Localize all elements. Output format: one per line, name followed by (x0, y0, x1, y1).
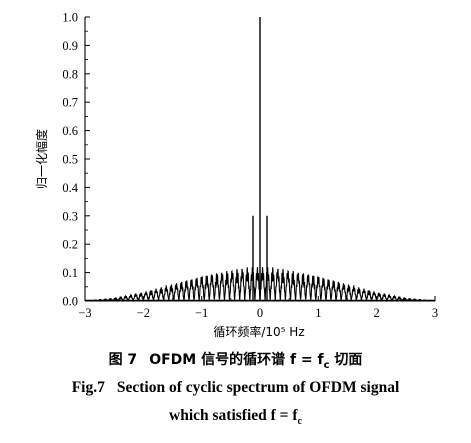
y-tick-label: 0.4 (62, 181, 78, 195)
y-tick-label: 0.6 (62, 124, 78, 138)
y-tick-label: 0.0 (62, 295, 78, 309)
caption-en-text: Section of cyclic spectrum of OFDM signa… (116, 379, 400, 396)
figure-caption-english-line2: which satisfied f = fc (0, 407, 471, 427)
caption-cn-subscript: c (323, 359, 330, 371)
x-tick-label: −2 (137, 306, 150, 320)
y-tick-label: 0.2 (62, 238, 78, 252)
y-tick-label: 0.9 (62, 39, 78, 53)
caption-en-number: Fig.7 (71, 379, 105, 396)
x-axis-label: 循环频率/10⁵ Hz (213, 324, 304, 339)
caption-cn-number: 图 7 (108, 352, 138, 368)
x-tick-label: 0 (257, 306, 263, 320)
y-tick-label: 0.8 (62, 67, 78, 81)
axes (84, 16, 436, 302)
tick-labels: 0.0 0.1 0.2 0.3 0.4 0.5 0.6 0.7 0.8 0.9 1.0 −3 −2 −1 0… (62, 11, 438, 321)
x-tick-label: 3 (432, 306, 438, 320)
y-tick-label: 0.7 (62, 96, 78, 110)
caption-en-subscript: c (297, 416, 302, 428)
figure-caption-chinese: 图 7 OFDM 信号的循环谱 f = fc 切面 (0, 349, 471, 371)
x-tick-label: −3 (78, 306, 91, 320)
x-tick-label: 1 (315, 306, 321, 320)
caption-cn-text: OFDM 信号的循环谱 f = f (149, 352, 324, 368)
caption-cn-suffix: 切面 (329, 352, 363, 368)
chart: 0.0 0.1 0.2 0.3 0.4 0.5 0.6 0.7 0.8 0.9 1.0 −3 −2 −1 0… (34, 11, 438, 340)
x-tick-label: 2 (374, 306, 380, 320)
figure-caption-english-line1: Fig.7 Section of cyclic spectrum of OFDM … (0, 379, 471, 397)
spectrum-series (84, 17, 436, 303)
x-tick-label: −1 (195, 306, 208, 320)
y-axis-label: 归一化幅度 (34, 129, 49, 189)
y-tick-label: 0.1 (62, 266, 78, 280)
y-tick-label: 0.3 (62, 209, 78, 223)
y-tick-label: 1.0 (62, 11, 78, 25)
caption-en-line2-text: which satisfied f = f (169, 407, 298, 424)
y-tick-label: 0.5 (62, 153, 78, 167)
